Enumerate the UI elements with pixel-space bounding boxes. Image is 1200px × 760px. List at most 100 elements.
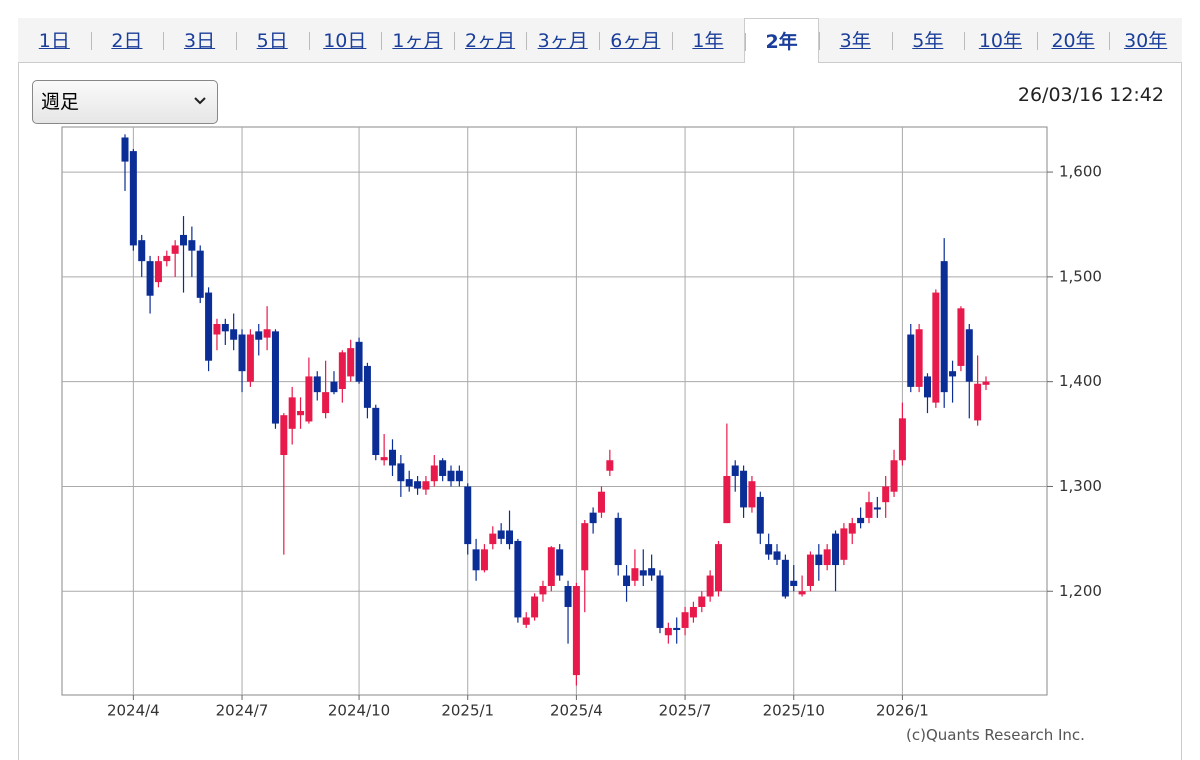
candle-body (430, 465, 438, 482)
candle-body (514, 540, 522, 618)
candle-body (205, 292, 213, 361)
candle-body (171, 245, 179, 254)
period-tab[interactable]: 2年 (744, 18, 819, 63)
candle-body (338, 352, 346, 389)
candle-body (163, 255, 171, 262)
candle-body (564, 586, 572, 607)
candle-body (531, 596, 539, 618)
candle-body (840, 528, 848, 560)
candle-body (129, 151, 137, 246)
candle-body (313, 376, 321, 393)
candle-body (414, 481, 422, 489)
candle-body (715, 544, 723, 592)
period-tab[interactable]: 20年 (1036, 18, 1110, 62)
candle-body (372, 407, 380, 456)
candle-body (890, 460, 898, 492)
x-tick-label: 2024/4 (107, 702, 160, 720)
x-tick-label: 2024/10 (328, 702, 390, 720)
x-tick-label: 2025/7 (659, 702, 712, 720)
candle-body (631, 568, 639, 581)
candle-body (848, 523, 856, 534)
candle-body (681, 612, 689, 628)
x-tick-label: 2025/1 (441, 702, 494, 720)
candle-body (648, 568, 656, 576)
candle-body (806, 554, 814, 587)
candle-body (756, 496, 764, 534)
candle-body (388, 449, 396, 466)
candle-body (932, 292, 940, 403)
candle-body (773, 551, 781, 560)
candle-body (740, 470, 748, 508)
candle-body (439, 460, 447, 476)
period-tab[interactable]: 10日 (308, 18, 382, 62)
candle-body (188, 240, 196, 251)
candle-body (539, 586, 547, 595)
candle-body (121, 137, 129, 162)
candle-body (455, 470, 463, 482)
period-tab[interactable]: 5日 (235, 18, 309, 62)
candle-body (606, 460, 614, 471)
candle-body (798, 591, 806, 595)
candle-body (355, 341, 363, 382)
candle-body (305, 376, 313, 422)
period-tab[interactable]: 3ヶ月 (526, 18, 599, 62)
period-tab[interactable]: 3年 (818, 18, 892, 62)
x-tick-label: 2025/4 (550, 702, 603, 720)
candle-body (180, 234, 188, 246)
candle-body (330, 381, 338, 393)
candle-body (823, 549, 831, 566)
chart-panel (18, 62, 1182, 760)
candle-body (405, 479, 413, 487)
candle-body (213, 324, 221, 335)
candle-body (857, 517, 865, 524)
candle-body (154, 261, 162, 283)
candle-body (940, 261, 948, 393)
period-tab[interactable]: 10年 (964, 18, 1037, 62)
candle-body (923, 376, 931, 398)
y-tick-label: 1,500 (1059, 267, 1102, 285)
candle-body (664, 627, 672, 636)
candle-body (597, 491, 605, 513)
candle-body (623, 575, 631, 587)
candle-body (832, 533, 840, 566)
period-tab[interactable]: 1年 (671, 18, 745, 62)
period-tab[interactable]: 1ヶ月 (381, 18, 454, 62)
candle-body (581, 523, 589, 571)
candle-body (873, 507, 881, 510)
candle-body (790, 580, 798, 587)
period-tab[interactable]: 2ヶ月 (453, 18, 527, 62)
period-tab[interactable]: 3日 (163, 18, 236, 62)
candle-body (815, 554, 823, 566)
candle-body (255, 331, 263, 340)
period-tab[interactable]: 2日 (90, 18, 164, 62)
candle-body (288, 397, 296, 429)
candle-body (238, 334, 246, 372)
candle-body (230, 329, 238, 340)
candle-body (556, 549, 564, 576)
period-tab[interactable]: 30年 (1109, 18, 1182, 62)
candle-body (614, 517, 622, 566)
period-tab[interactable]: 5年 (891, 18, 965, 62)
candle-body (907, 334, 915, 387)
period-select[interactable]: 週足 (32, 80, 218, 124)
period-tab[interactable]: 6ヶ月 (599, 18, 672, 62)
copyright: (c)Quants Research Inc. (906, 726, 1085, 744)
candle-body (422, 481, 430, 490)
candle-body (322, 392, 330, 414)
candle-body (146, 261, 154, 296)
candle-body (949, 371, 957, 377)
plot-area (61, 126, 1048, 696)
candle-body (138, 240, 146, 262)
candle-body (965, 329, 973, 382)
candle-body (480, 549, 488, 571)
candle-body (547, 547, 555, 587)
candle-body (297, 411, 305, 416)
y-tick-label: 1,600 (1059, 163, 1102, 181)
candle-body (915, 329, 923, 387)
candle-body (196, 250, 204, 298)
period-tab[interactable]: 1日 (38, 30, 70, 52)
candle-body (656, 575, 664, 628)
x-tick-label: 2026/1 (876, 702, 929, 720)
candle-body (380, 457, 388, 461)
